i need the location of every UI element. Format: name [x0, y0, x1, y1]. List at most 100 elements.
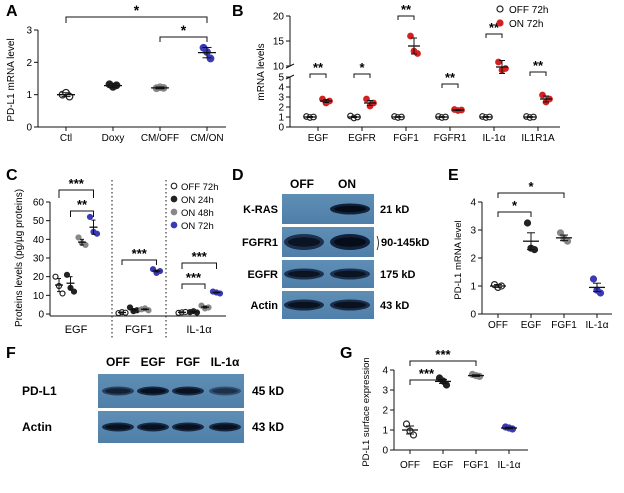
- significance-label: **: [401, 2, 412, 17]
- x-tick-label: EGFR: [348, 133, 376, 144]
- panel-letter-g: G: [340, 345, 352, 362]
- x-tick-label: FGF1: [393, 133, 419, 144]
- blot-band-core: [140, 388, 166, 394]
- significance-bracket: [353, 73, 371, 78]
- blot-f-bands: [102, 386, 241, 432]
- blot-f-size-label: 45 kD: [252, 384, 284, 398]
- y-tick-label: 5: [278, 73, 284, 84]
- legend-marker: [496, 19, 504, 27]
- blot-band-core: [105, 388, 131, 394]
- y-tick-label: 4: [278, 83, 284, 94]
- y-axis-label: PD-L1 surface expression: [361, 357, 372, 466]
- significance-label: **: [77, 197, 88, 212]
- significance-label: ***: [69, 176, 85, 191]
- blot-band-core: [288, 301, 320, 309]
- y-tick-label: 1: [26, 90, 32, 101]
- x-tick-label: IL-1α: [186, 324, 212, 336]
- y-tick-label: 0: [470, 310, 476, 321]
- blot-band: [209, 386, 241, 396]
- data-point: [70, 288, 78, 295]
- significance-label: *: [181, 22, 187, 38]
- x-tick-label: FGF1: [463, 460, 489, 471]
- significance-bracket: [441, 83, 459, 88]
- significance-label: *: [134, 2, 140, 18]
- data-point: [596, 289, 605, 297]
- y-axis-label: Proteins levels (pg/µg proteins): [14, 189, 25, 327]
- significance-label: **: [533, 58, 544, 73]
- blot-band-core: [212, 424, 238, 430]
- significance-label: ***: [132, 246, 148, 261]
- data-point: [63, 271, 71, 278]
- x-tick-label: CM/ON: [190, 133, 223, 144]
- data-point: [93, 230, 101, 237]
- blot-band-core: [334, 270, 366, 278]
- legend-label: ON 48h: [181, 208, 214, 219]
- panel-letter-d: D: [232, 167, 244, 184]
- blot-d-lane-label: OFF: [290, 177, 314, 191]
- x-tick-label: OFF: [400, 460, 420, 471]
- y-tick-label: 40: [33, 235, 45, 246]
- significance-label: ***: [192, 249, 208, 264]
- panel-letter-f: F: [6, 345, 16, 362]
- significance-bracket: [497, 211, 532, 217]
- significance-bracket: [409, 379, 444, 385]
- legend-label: OFF 72h: [509, 5, 548, 16]
- blot-band-core: [212, 388, 238, 394]
- legend-marker: [170, 208, 178, 216]
- data-point: [563, 237, 572, 245]
- chart-panel-a: 0 1 2 3 Ctl Doxy CM/OFF CM/ON PD-L1 mRNA level * *: [6, 2, 226, 144]
- legend-marker: [170, 195, 178, 203]
- data-point: [206, 54, 215, 63]
- significance-bracket: [70, 210, 94, 217]
- y-tick-label: 2: [470, 254, 476, 265]
- y-tick-label: 0: [38, 310, 44, 321]
- y-tick-label: 1: [382, 426, 388, 437]
- blot-d-lane-label: ON: [338, 177, 356, 191]
- y-tick-label: 60: [33, 198, 45, 209]
- x-tick-label: FGFR1: [434, 133, 467, 144]
- blot-d-size-label: 43 kD: [380, 300, 409, 312]
- blot-d-row-label: FGFR1: [242, 237, 278, 249]
- legend-marker: [496, 5, 504, 13]
- blot-f-row-label: PD-L1: [22, 384, 57, 398]
- blot-band-core: [175, 388, 201, 394]
- significance-bracket: [529, 71, 547, 76]
- blot-band-core: [288, 237, 320, 247]
- y-tick-label: 1: [470, 282, 476, 293]
- x-tick-label: IL-1α: [585, 320, 608, 331]
- significance-bracket: [58, 189, 94, 198]
- significance-label: ***: [419, 366, 435, 381]
- y-tick-label: 0: [278, 123, 284, 134]
- y-tick-label: 0: [26, 123, 32, 134]
- significance-label: *: [512, 198, 518, 213]
- blot-d-size-label: 21 kD: [380, 204, 409, 216]
- legend-marker: [170, 182, 178, 190]
- blot-d-bands: [284, 203, 370, 311]
- legend-label: ON 72h: [181, 221, 214, 232]
- chart-panel-e: 0 1 2 3 4 OFF EGF FGF1 IL-1α PD-L1 mRNA level * *: [453, 179, 612, 331]
- blot-band-core: [334, 301, 366, 309]
- x-tick-label: EGF: [433, 460, 454, 471]
- panel-letter-a: A: [6, 3, 18, 20]
- y-tick-label: 30: [33, 254, 45, 265]
- x-tick-label: FGF1: [125, 324, 153, 336]
- western-blot-d: OFF ON K-RAS FGFR1 EGFR Actin 21 kD 90-1…: [242, 177, 429, 319]
- significance-bracket: [409, 360, 477, 366]
- blot-f-lane-label: OFF: [106, 355, 130, 369]
- blot-f-row-label: Actin: [22, 420, 52, 434]
- x-tick-label: EGF: [308, 133, 329, 144]
- blot-band-core: [140, 424, 166, 430]
- y-tick-label: 3: [382, 386, 388, 397]
- x-tick-label: IL-1α: [497, 460, 520, 471]
- blot-band-core: [288, 270, 320, 278]
- y-tick-label: 3: [278, 93, 284, 104]
- y-tick-label: 4: [382, 366, 388, 377]
- y-tick-label: 1: [278, 113, 284, 124]
- blot-d-size-label: 175 kD: [380, 269, 416, 281]
- x-tick-label: FGF1: [551, 320, 577, 331]
- blot-band-core: [334, 237, 366, 247]
- y-tick-label: 0: [382, 446, 388, 457]
- data-point: [75, 234, 82, 241]
